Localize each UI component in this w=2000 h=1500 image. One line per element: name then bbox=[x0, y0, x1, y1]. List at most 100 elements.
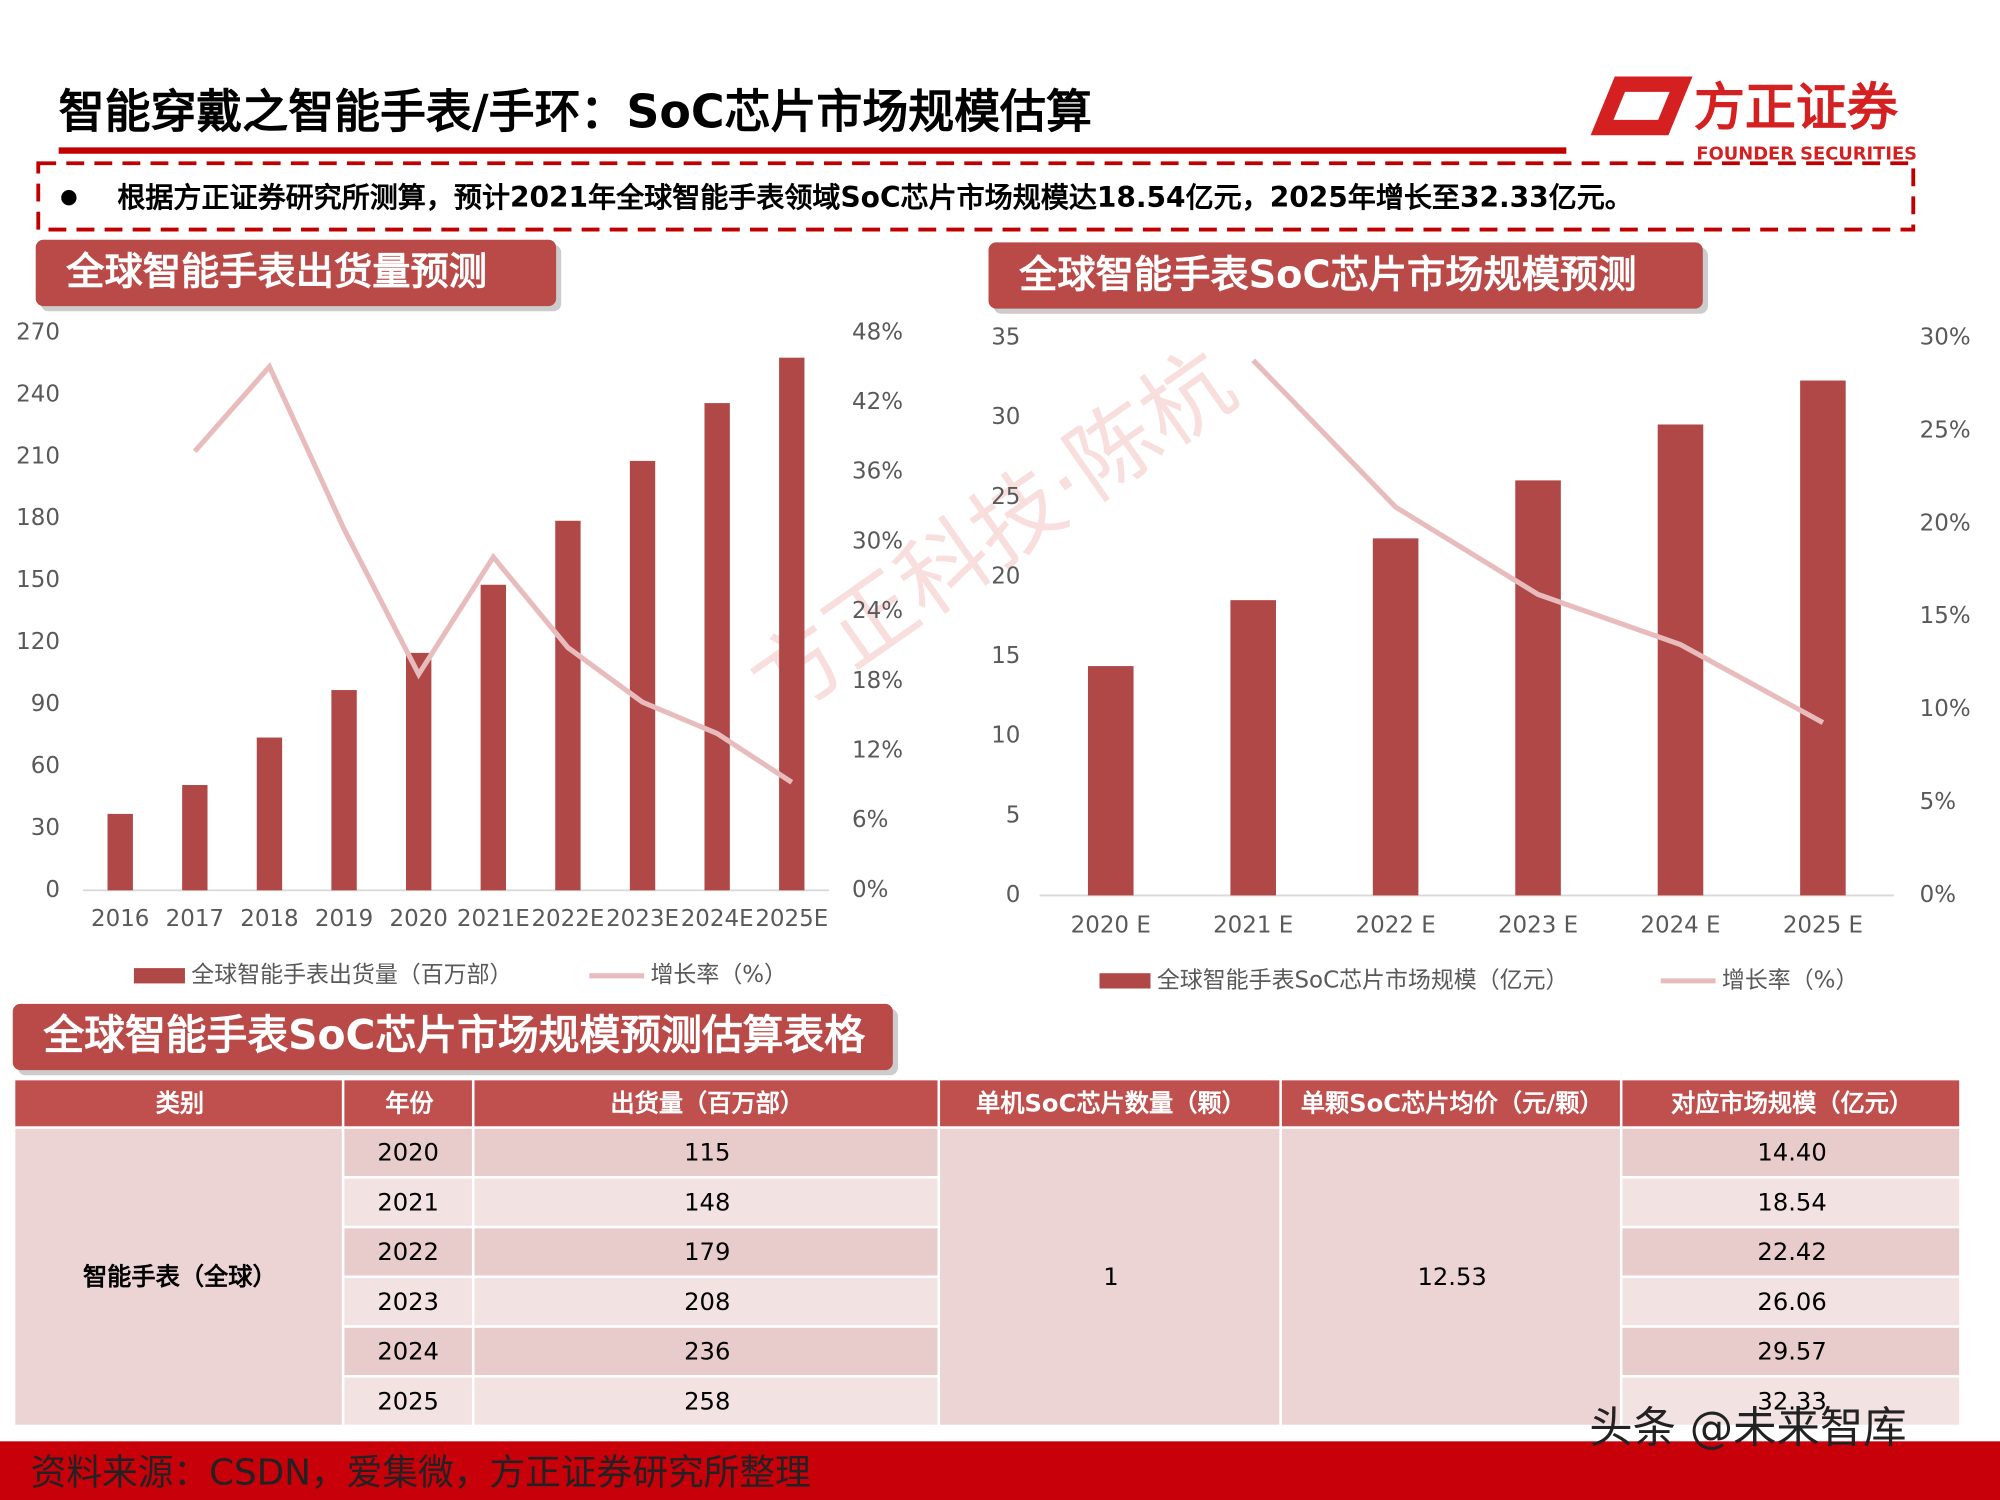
table-cell bbox=[1622, 1178, 1960, 1226]
y2-tick-label: 30% bbox=[852, 528, 903, 554]
table-cell-text: 智能手表（全球） bbox=[83, 1263, 277, 1291]
y-tick-label: 30 bbox=[31, 815, 60, 841]
legend-label: 全球智能手表出货量（百万部） bbox=[191, 962, 512, 988]
x-tick-label: 2023 E bbox=[1498, 913, 1578, 939]
table-cell-text: 208 bbox=[684, 1288, 730, 1316]
y2-tick-label: 24% bbox=[852, 598, 903, 624]
bar bbox=[406, 652, 432, 891]
bar bbox=[779, 357, 805, 891]
y2-tick-label: 10% bbox=[1920, 696, 1971, 722]
x-tick-label: 2022E bbox=[531, 906, 604, 932]
bar bbox=[331, 690, 357, 891]
table-cell-text: 2025 bbox=[377, 1387, 439, 1415]
y2-tick-label: 15% bbox=[1920, 603, 1971, 629]
logo-mark bbox=[1590, 76, 1693, 136]
table-cell bbox=[344, 1327, 472, 1375]
logo-text: 方正证券 bbox=[1694, 79, 1899, 138]
table-cell-text: 148 bbox=[684, 1188, 730, 1216]
section-banner bbox=[12, 1003, 893, 1071]
x-tick-label: 2024E bbox=[681, 906, 754, 932]
y2-tick-label: 30% bbox=[1920, 325, 1971, 351]
bar bbox=[629, 460, 656, 891]
table-cell-text: 179 bbox=[684, 1238, 730, 1266]
table-cell bbox=[474, 1228, 938, 1276]
x-tick-label: 2023E bbox=[606, 906, 679, 932]
x-tick-label: 2017 bbox=[166, 906, 224, 932]
table-cell bbox=[474, 1278, 938, 1326]
x-tick-label: 2016 bbox=[91, 906, 149, 932]
table-cell-text: 236 bbox=[684, 1338, 730, 1366]
table-cell bbox=[474, 1377, 938, 1425]
logo-en: FOUNDER SECURITIES bbox=[1696, 143, 1917, 164]
bar bbox=[1372, 538, 1419, 896]
y-tick-label: 150 bbox=[16, 567, 60, 593]
legend-label: 增长率（%） bbox=[1722, 967, 1858, 993]
table-cell bbox=[344, 1178, 472, 1226]
y-tick-label: 5 bbox=[1006, 802, 1021, 828]
y2-tick-label: 42% bbox=[852, 389, 903, 415]
y-tick-label: 270 bbox=[16, 319, 60, 345]
table-cell bbox=[474, 1128, 938, 1177]
x-tick-label: 2021 E bbox=[1213, 913, 1293, 939]
table-cell-text: 2021 bbox=[377, 1188, 439, 1216]
table-header-cell bbox=[474, 1080, 938, 1127]
y2-tick-label: 18% bbox=[852, 668, 903, 694]
section-title: 全球智能手表SoC芯片市场规模预测 bbox=[1018, 252, 1636, 297]
y-tick-label: 60 bbox=[31, 753, 60, 779]
y-tick-label: 20 bbox=[991, 563, 1020, 589]
y-tick-label: 180 bbox=[16, 505, 60, 531]
y-tick-label: 240 bbox=[16, 381, 60, 407]
legend-label: 全球智能手表SoC芯片市场规模（亿元） bbox=[1157, 967, 1569, 993]
table-cell-text: 14.40 bbox=[1757, 1139, 1826, 1167]
table-header: 单颗SoC芯片均价（元/颗） bbox=[1301, 1090, 1604, 1118]
y-tick-label: 30 bbox=[991, 404, 1020, 430]
table-cell-text: 29.57 bbox=[1757, 1338, 1826, 1366]
table-header-cell bbox=[1281, 1080, 1620, 1127]
section-banner bbox=[988, 242, 1703, 309]
brand: 头条 @未来智库 bbox=[1589, 1404, 1906, 1454]
table-cell bbox=[940, 1128, 1280, 1425]
y2-tick-label: 0% bbox=[852, 877, 888, 903]
bar bbox=[704, 403, 730, 891]
y-tick-label: 90 bbox=[31, 691, 60, 717]
note-box bbox=[36, 161, 1916, 232]
table-header: 年份 bbox=[385, 1090, 434, 1118]
x-tick-label: 2025E bbox=[755, 906, 828, 932]
table-header-cell bbox=[344, 1080, 472, 1127]
bar bbox=[1800, 380, 1846, 896]
note-text: 根据方正证券研究所测算，预计2021年全球智能手表领域SoC芯片市场规模达18.… bbox=[117, 181, 1632, 214]
legend-swatch bbox=[133, 968, 185, 984]
bar bbox=[1657, 424, 1704, 896]
table-cell bbox=[344, 1128, 472, 1177]
table-cell bbox=[1622, 1327, 1960, 1375]
table-cell bbox=[1281, 1128, 1620, 1425]
y2-tick-label: 36% bbox=[852, 459, 903, 485]
x-tick-label: 2025 E bbox=[1783, 913, 1863, 939]
section-banner bbox=[35, 239, 557, 307]
y-tick-label: 0 bbox=[45, 877, 60, 903]
y2-tick-label: 5% bbox=[1920, 789, 1956, 815]
table-cell-text: 12.53 bbox=[1417, 1263, 1486, 1291]
table-cell-text: 2024 bbox=[377, 1338, 439, 1366]
table-cell-text: 115 bbox=[684, 1139, 730, 1167]
y2-tick-label: 48% bbox=[852, 319, 903, 345]
x-tick-label: 2021E bbox=[457, 906, 530, 932]
y-tick-label: 10 bbox=[991, 723, 1020, 749]
x-tick-label: 2020 E bbox=[1071, 913, 1151, 939]
table-cell-text: 22.42 bbox=[1757, 1238, 1826, 1266]
table-header: 单机SoC芯片数量（颗） bbox=[976, 1090, 1246, 1118]
table-cell bbox=[474, 1327, 938, 1375]
y2-tick-label: 20% bbox=[1920, 510, 1971, 536]
table-cell-text: 26.06 bbox=[1757, 1288, 1826, 1316]
x-tick-label: 2018 bbox=[240, 906, 298, 932]
bar bbox=[256, 737, 283, 891]
footer-bar bbox=[0, 1441, 2000, 1500]
table-header-cell bbox=[1622, 1080, 1960, 1127]
table-cell bbox=[474, 1178, 938, 1226]
y-tick-label: 35 bbox=[991, 325, 1020, 351]
y-tick-label: 0 bbox=[1006, 882, 1021, 908]
x-tick-label: 2019 bbox=[315, 906, 373, 932]
footer-source: 资料来源：CSDN，爱集微，方正证券研究所整理 bbox=[31, 1452, 811, 1493]
table-cell-text: 258 bbox=[684, 1387, 730, 1415]
section-title: 全球智能手表SoC芯片市场规模预测估算表格 bbox=[42, 1011, 866, 1059]
